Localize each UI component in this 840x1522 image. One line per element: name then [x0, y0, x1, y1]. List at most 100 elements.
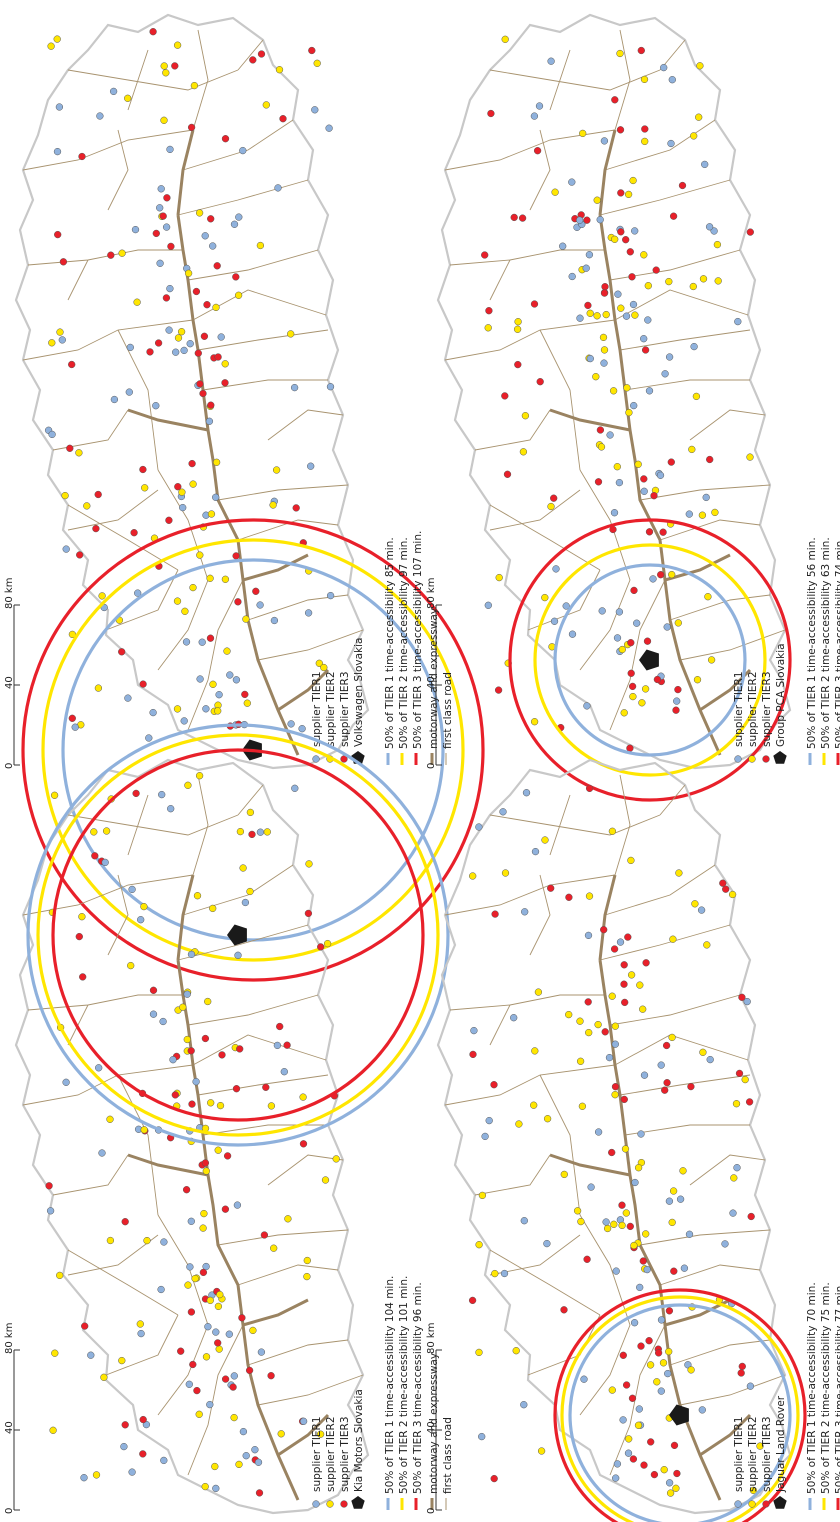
first-class-road — [549, 794, 571, 856]
supplier-tier1 — [152, 402, 160, 410]
supplier-tier2 — [75, 449, 83, 457]
supplier-tier2 — [214, 707, 222, 715]
supplier-tier1 — [80, 1474, 88, 1482]
supplier-tier2 — [660, 1466, 668, 1474]
supplier-tier1 — [520, 1401, 528, 1409]
supplier-tier2 — [243, 699, 251, 707]
supplier-tier3 — [637, 46, 645, 55]
first-class-road — [67, 69, 239, 91]
supplier-tier1 — [645, 387, 654, 395]
first-class-road — [444, 874, 616, 916]
supplier-tier2 — [184, 1281, 192, 1289]
supplier-tier1 — [611, 1040, 619, 1048]
first-class-road — [197, 329, 329, 351]
first-class-road — [604, 864, 716, 916]
supplier-tier3 — [192, 287, 201, 296]
supplier-tier1 — [547, 57, 555, 65]
supplier-tier2 — [162, 69, 170, 77]
accessibility-ring-tier1 — [61, 558, 445, 942]
supplier-tier1 — [242, 1452, 250, 1460]
supplier-tier1 — [62, 1078, 70, 1086]
first-class-road — [489, 489, 581, 531]
supplier-tier1 — [664, 1369, 672, 1378]
supplier-tier3 — [669, 212, 678, 220]
supplier-tier2 — [547, 502, 555, 511]
supplier-tier3 — [283, 1041, 291, 1049]
supplier-tier1 — [226, 671, 234, 679]
supplier-tier2 — [636, 981, 644, 989]
supplier-tier3 — [645, 1337, 653, 1345]
motorway — [127, 1153, 209, 1177]
supplier-tier1 — [680, 1264, 689, 1272]
scale-label: 80 km — [426, 1323, 437, 1354]
supplier-tier2 — [178, 488, 186, 496]
supplier-tier2 — [599, 333, 608, 342]
legend-ring-label: 50% of TIER 2 time-accessibility 97 min. — [398, 537, 410, 749]
supplier-tier1 — [612, 1267, 620, 1275]
supplier-tier2 — [140, 902, 148, 911]
first-class-road — [267, 1154, 344, 1186]
supplier-tier3 — [547, 884, 555, 892]
supplier-tier2 — [687, 1366, 695, 1374]
supplier-tier3 — [610, 945, 619, 953]
first-class-road — [22, 129, 194, 171]
supplier-tier1 — [98, 1149, 106, 1157]
first-class-road — [689, 1154, 766, 1186]
supplier-tier3 — [139, 680, 147, 688]
supplier-tier3 — [583, 216, 591, 224]
supplier-tier2 — [512, 1347, 520, 1355]
supplier-tier2 — [275, 66, 284, 74]
first-class-road — [27, 994, 183, 1011]
supplier-tier1 — [162, 223, 171, 231]
supplier-tier1 — [55, 103, 64, 111]
supplier-tier3 — [187, 1308, 196, 1316]
supplier-tier1 — [649, 575, 657, 583]
supplier-tier2 — [195, 772, 204, 780]
supplier-tier1 — [254, 1458, 263, 1466]
supplier-tier3 — [238, 1314, 246, 1322]
supplier-tier2 — [704, 593, 712, 601]
supplier-tier1 — [137, 916, 145, 924]
supplier-tier2 — [577, 1217, 585, 1226]
supplier-tier1 — [582, 264, 590, 272]
supplier-tier2 — [256, 241, 265, 250]
supplier-tier2 — [51, 1349, 59, 1357]
supplier-tier1 — [521, 908, 529, 916]
supplier-tier3 — [560, 1306, 568, 1314]
map-panel-jlr — [436, 758, 807, 1522]
first-class-road — [614, 289, 749, 321]
supplier-tier3 — [737, 1369, 745, 1377]
supplier-tier2 — [184, 269, 193, 277]
supplier-tier2 — [585, 892, 594, 900]
supplier-tier3 — [640, 475, 648, 483]
motorway — [277, 1413, 330, 1457]
supplier-tier3 — [165, 516, 173, 524]
supplier-tier3 — [66, 444, 74, 452]
first-class-road — [127, 794, 149, 856]
supplier-tier2 — [585, 1028, 593, 1037]
accessibility-ring-tier3 — [21, 518, 485, 982]
supplier-tier3 — [662, 1041, 671, 1050]
first-class-road — [599, 179, 731, 216]
supplier-tier3 — [620, 980, 628, 988]
accessibility-ring-tier2 — [36, 733, 440, 1137]
first-class-road — [489, 504, 601, 571]
supplier-tier1 — [206, 1400, 214, 1409]
supplier-tier1 — [128, 1468, 136, 1476]
supplier-tier3 — [223, 1152, 232, 1160]
supplier-tier2 — [616, 49, 624, 58]
supplier-tier3 — [622, 236, 630, 244]
supplier-tier2 — [160, 116, 168, 124]
supplier-tier2 — [206, 1296, 214, 1305]
supplier-tier1 — [230, 220, 239, 228]
supplier-tier2 — [133, 298, 141, 306]
scale-label: 40 — [426, 1421, 437, 1434]
supplier-tier1 — [217, 333, 225, 341]
supplier-tier1 — [594, 1128, 603, 1136]
supplier-tier3 — [650, 492, 658, 500]
supplier-tier1 — [520, 1217, 528, 1225]
first-class-road — [639, 484, 771, 501]
supplier-tier3 — [189, 1360, 197, 1369]
supplier-tier2 — [491, 1269, 499, 1278]
